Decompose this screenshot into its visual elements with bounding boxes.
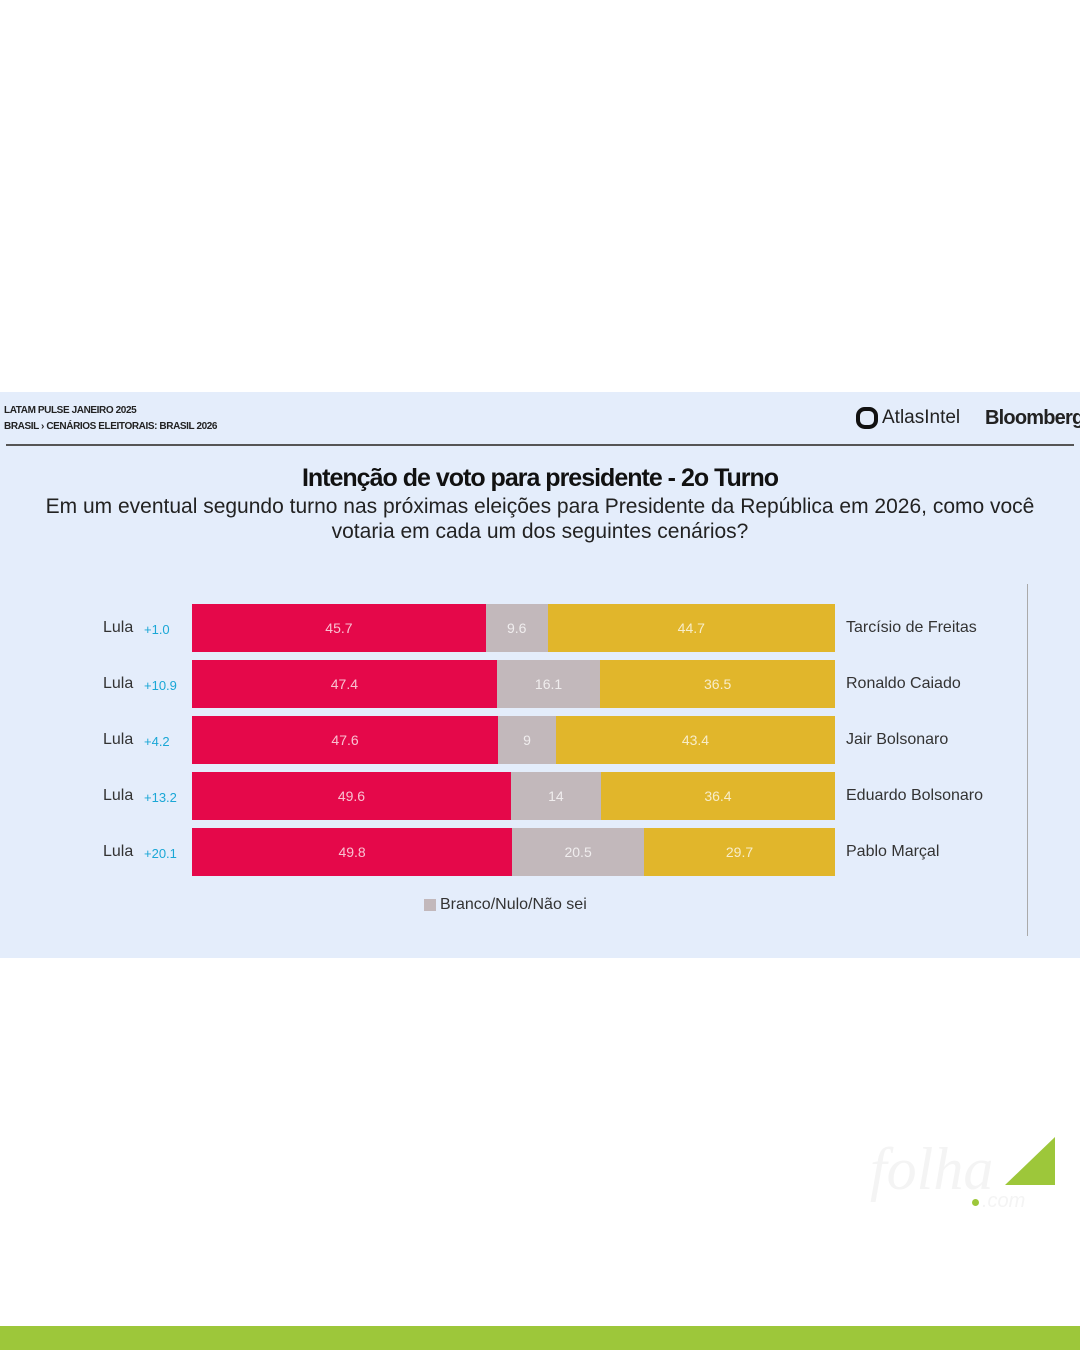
- lead-delta: +1.0: [144, 622, 170, 637]
- opponent-bar: 44.7: [547, 604, 835, 652]
- opponent-bar: 36.4: [600, 772, 835, 820]
- chart-subtitle: Em um eventual segundo turno nas próxima…: [0, 494, 1080, 544]
- atlasintel-logo: AtlasIntel: [856, 407, 960, 429]
- chart-title: Intenção de voto para presidente - 2o Tu…: [301, 464, 779, 492]
- left-candidate-label: Lula: [103, 843, 134, 860]
- legend: Branco/Nulo/Não sei: [424, 896, 587, 914]
- right-candidate-label: Tarcísio de Freitas: [846, 619, 977, 636]
- logo-dot-icon: [972, 1199, 979, 1206]
- lead-delta: +4.2: [144, 734, 170, 749]
- left-candidate-label: Lula: [103, 675, 134, 692]
- divider: [6, 444, 1074, 446]
- right-candidate-label: Pablo Marçal: [846, 843, 940, 860]
- logo-suffix: .com: [982, 1190, 1026, 1212]
- lula-bar: 45.7: [192, 604, 486, 652]
- logo-z-mark-icon: [1005, 1137, 1055, 1185]
- right-candidate-label: Jair Bolsonaro: [846, 731, 949, 748]
- left-candidate-label: Lula: [103, 619, 134, 636]
- blank-null-bar: 20.5: [512, 828, 645, 876]
- legend-swatch: [424, 899, 436, 911]
- lead-delta: +20.1: [144, 846, 177, 861]
- vertical-divider: [1027, 584, 1028, 936]
- logo-text: folha: [870, 1136, 994, 1202]
- report-label: LATAM PULSE JANEIRO 2025: [4, 405, 137, 416]
- footer-bar: [0, 1326, 1080, 1350]
- blank-null-bar: 14: [510, 772, 601, 820]
- chart-panel: LATAM PULSE JANEIRO 2025 BRASIL › CENÁRI…: [0, 392, 1080, 958]
- lula-bar: 47.4: [192, 660, 497, 708]
- legend-label: Branco/Nulo/Não sei: [440, 896, 587, 913]
- left-candidate-label: Lula: [103, 731, 134, 748]
- right-candidate-label: Ronaldo Caiado: [846, 675, 961, 692]
- atlas-text: AtlasIntel: [882, 407, 961, 428]
- lead-delta: +10.9: [144, 678, 177, 693]
- opponent-bar: 36.5: [600, 660, 835, 708]
- bar-row: Lula +4.2 Jair Bolsonaro 47.6 9 43.4: [0, 716, 1080, 764]
- bar-row: Lula +1.0 Tarcísio de Freitas 45.7 9.6 44.7: [0, 604, 1080, 652]
- blank-null-bar: 16.1: [496, 660, 601, 708]
- atlas-ring-icon: [856, 407, 878, 429]
- left-candidate-label: Lula: [103, 787, 134, 804]
- opponent-bar: 43.4: [555, 716, 835, 764]
- blank-null-bar: 9.6: [485, 604, 548, 652]
- right-candidate-label: Eduardo Bolsonaro: [846, 787, 983, 804]
- bloomberg-logo: Bloomberg: [985, 407, 1080, 429]
- breadcrumb: BRASIL › CENÁRIOS ELEITORAIS: BRASIL 202…: [4, 421, 218, 432]
- lula-bar: 47.6: [192, 716, 499, 764]
- opponent-bar: 29.7: [644, 828, 835, 876]
- blank-null-bar: 9: [498, 716, 556, 764]
- subtitle-text: Em um eventual segundo turno nas próxima…: [45, 495, 1035, 543]
- lula-bar: 49.6: [192, 772, 511, 820]
- folha-logo: folha: [870, 1135, 993, 1204]
- lead-delta: +13.2: [144, 790, 177, 805]
- bar-row: Lula +10.9 Ronaldo Caiado 47.4 16.1 36.5: [0, 660, 1080, 708]
- lula-bar: 49.8: [192, 828, 513, 876]
- bar-row: Lula +20.1 Pablo Marçal 49.8 20.5 29.7: [0, 828, 1080, 876]
- bar-row: Lula +13.2 Eduardo Bolsonaro 49.6 14 36.4: [0, 772, 1080, 820]
